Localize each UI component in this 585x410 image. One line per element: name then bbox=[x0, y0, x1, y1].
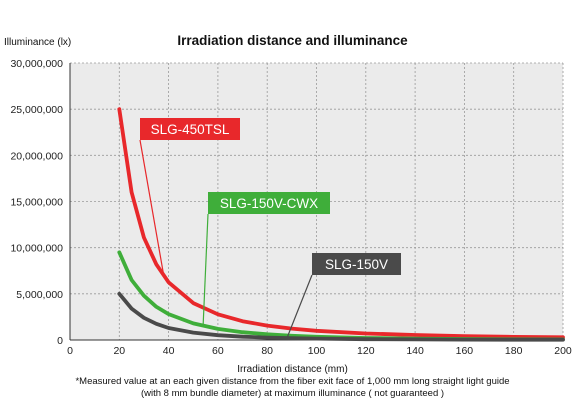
legend-label: SLG-450TSL bbox=[151, 122, 230, 137]
x-tick-label: 200 bbox=[554, 345, 572, 357]
series-line bbox=[117, 107, 565, 340]
y-tick-label: 0 bbox=[57, 335, 63, 347]
y-axis-title: Illuminance (lx) bbox=[4, 37, 72, 48]
chart-title: Irradiation distance and illuminance bbox=[177, 33, 408, 48]
legend-label-box bbox=[140, 118, 240, 140]
x-tick-label: 80 bbox=[261, 345, 273, 357]
x-tick-label: 0 bbox=[67, 345, 73, 357]
legend-leader-line bbox=[286, 274, 313, 339]
x-tick-label: 100 bbox=[308, 345, 326, 357]
x-tick-label: 180 bbox=[505, 345, 523, 357]
x-tick-label: 120 bbox=[357, 345, 375, 357]
y-tick-label: 25,000,000 bbox=[10, 104, 63, 116]
legend-leader-line bbox=[139, 139, 165, 276]
x-tick-label: 20 bbox=[113, 345, 125, 357]
x-tick-label: 60 bbox=[212, 345, 224, 357]
x-tick-label: 40 bbox=[163, 345, 175, 357]
series-line bbox=[117, 291, 565, 342]
footnote-line-1: *Measured value at an each given distanc… bbox=[75, 376, 510, 387]
y-tick-label: 10,000,000 bbox=[10, 243, 63, 255]
y-tick-label: 5,000,000 bbox=[16, 289, 63, 301]
y-tick-label: 15,000,000 bbox=[10, 197, 63, 209]
footnote-line-2: (with 8 mm bundle diameter) at maximum i… bbox=[140, 388, 445, 399]
y-tick-label: 20,000,000 bbox=[10, 150, 63, 162]
x-tick-label: 160 bbox=[456, 345, 474, 357]
legend-label: SLG-150V-CWX bbox=[220, 196, 318, 211]
x-axis-title: Irradiation distance (mm) bbox=[237, 364, 348, 375]
y-tick-label: 30,000,000 bbox=[10, 58, 63, 70]
legend-label-box bbox=[312, 253, 401, 275]
legend-label-box bbox=[208, 192, 330, 214]
legend-label: SLG-150V bbox=[325, 257, 388, 272]
x-tick-label: 140 bbox=[406, 345, 424, 357]
legend-leader-line bbox=[202, 213, 209, 326]
